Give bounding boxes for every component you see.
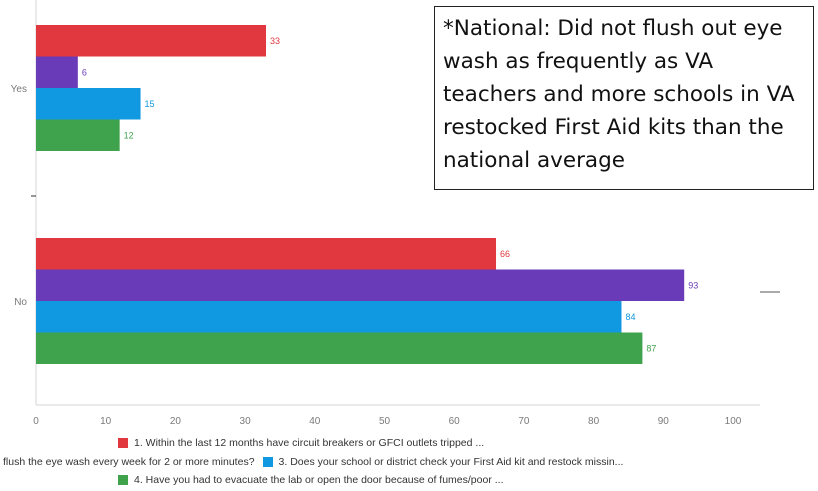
legend-row-3: 4. Have you had to evacuate the lab or o… xyxy=(118,474,504,486)
bar-value-label: 66 xyxy=(500,249,510,259)
x-tick-label: 90 xyxy=(658,416,670,427)
x-tick-label: 70 xyxy=(518,416,530,427)
bar-value-label: 12 xyxy=(124,130,134,140)
bar-no-series-4 xyxy=(36,332,643,364)
bar-value-label: 33 xyxy=(270,36,280,46)
x-tick-label: 80 xyxy=(588,416,600,427)
bar-yes-series-3 xyxy=(36,88,141,120)
bar-value-label: 93 xyxy=(688,280,698,290)
x-tick-label: 60 xyxy=(449,416,461,427)
bar-value-label: 15 xyxy=(145,99,155,109)
bar-yes-series-2 xyxy=(36,56,78,88)
bar-yes-series-4 xyxy=(36,119,120,151)
x-tick-label: 100 xyxy=(725,416,742,427)
x-tick-label: 50 xyxy=(379,416,391,427)
legend-label-series-4: 4. Have you had to evacuate the lab or o… xyxy=(134,474,504,486)
x-tick-label: 0 xyxy=(33,416,39,427)
bar-value-label: 87 xyxy=(646,343,656,353)
x-tick-label: 10 xyxy=(100,416,112,427)
bar-yes-series-1 xyxy=(36,25,267,57)
bar-no-series-1 xyxy=(36,238,497,270)
x-tick-label: 30 xyxy=(240,416,252,427)
legend-label-series-3: 3. Does your school or district check yo… xyxy=(278,456,624,468)
legend-row-1: 1. Within the last 12 months have circui… xyxy=(118,437,484,449)
legend-label-series-1: 1. Within the last 12 months have circui… xyxy=(134,437,485,449)
bar-no-series-3 xyxy=(36,301,622,333)
legend-swatch-series-4 xyxy=(118,475,128,485)
x-tick-label: 40 xyxy=(309,416,321,427)
legend-row-2: flush the eye wash every week for 2 or m… xyxy=(3,456,623,468)
legend-swatch-series-3 xyxy=(262,457,273,467)
category-label-no: No xyxy=(14,297,27,308)
legend-swatch-series-1 xyxy=(118,438,128,448)
category-label-yes: Yes xyxy=(11,84,27,95)
annotation-box: *National: Did not flush out eye wash as… xyxy=(434,6,814,190)
legend-label-series-2: flush the eye wash every week for 2 or m… xyxy=(3,456,255,468)
bar-value-label: 6 xyxy=(82,67,87,77)
x-tick-label: 20 xyxy=(170,416,182,427)
bar-value-label: 84 xyxy=(625,312,635,322)
bar-no-series-2 xyxy=(36,269,685,301)
